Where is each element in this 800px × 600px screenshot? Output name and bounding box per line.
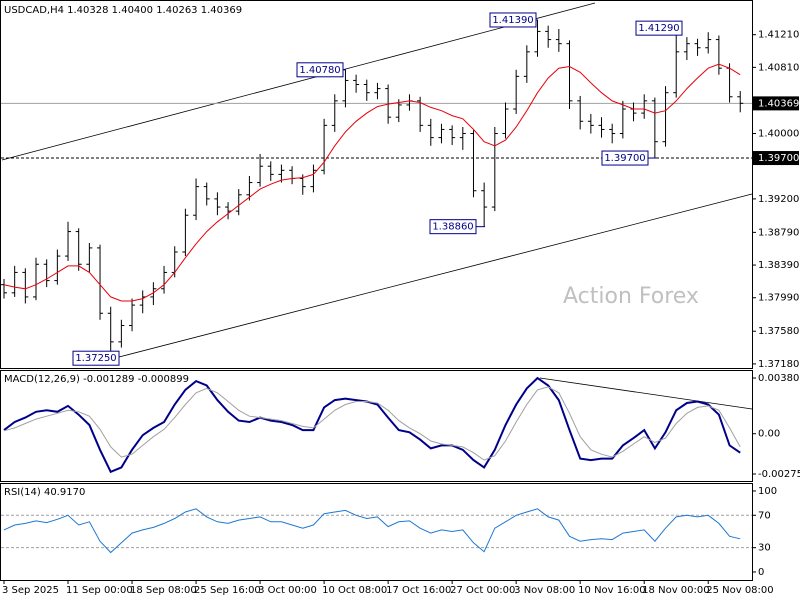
macd-trendline xyxy=(539,377,753,410)
y-tick-label: 0.003808 xyxy=(758,373,800,384)
annotation-label: 1.41390 xyxy=(492,15,533,26)
y-tick-label: 1.38390 xyxy=(758,260,799,271)
y-tick-label: 1.38790 xyxy=(758,227,799,238)
x-tick-label: 18 Sep 08:00 xyxy=(130,585,197,596)
x-tick-label: 18 Nov 00:00 xyxy=(642,585,709,596)
y-tick-label: 1.41210 xyxy=(758,30,799,41)
annotation-box xyxy=(489,12,537,28)
indicator-line xyxy=(3,376,741,474)
watermark: Action Forex xyxy=(563,284,699,309)
x-tick-label: 27 Oct 00:00 xyxy=(450,585,515,596)
annotation-label: 1.40780 xyxy=(299,65,340,76)
x-tick-label: 3 Oct 00:00 xyxy=(258,585,317,596)
y-tick-label: 70 xyxy=(758,510,771,521)
price-label-box xyxy=(753,151,799,166)
x-tick-label: 3 Sep 2025 xyxy=(2,585,59,596)
price-panel xyxy=(0,0,753,369)
price-label-box xyxy=(753,96,799,111)
y-tick-label: 0.00 xyxy=(758,429,780,440)
y-tick-label: 30 xyxy=(758,543,771,554)
y-tick-label: 0 xyxy=(758,567,764,578)
channel-lower xyxy=(114,193,753,359)
y-tick-label: -0.002754 xyxy=(758,469,800,480)
indicator-line xyxy=(3,386,741,461)
x-tick-label: 11 Sep 00:00 xyxy=(66,585,133,596)
y-tick-label: 1.37180 xyxy=(758,359,799,370)
annotation-box xyxy=(635,20,683,36)
x-tick-label: 10 Oct 08:00 xyxy=(322,585,387,596)
moving-average xyxy=(3,63,741,302)
y-tick-label: 1.37990 xyxy=(758,293,799,304)
price-title: USDCAD,H4 1.40328 1.40400 1.40263 1.4036… xyxy=(4,5,242,16)
x-tick-label: 17 Oct 16:00 xyxy=(386,585,451,596)
annotation-box xyxy=(601,150,649,166)
annotation-label: 1.39700 xyxy=(604,153,645,164)
x-tick-label: 10 Nov 16:00 xyxy=(578,585,645,596)
price-label: 1.39700 xyxy=(758,153,799,164)
x-tick-label: 25 Nov 08:00 xyxy=(706,585,773,596)
annotation-label: 1.38860 xyxy=(432,222,473,233)
rsi-title: RSI(14) 40.9170 xyxy=(4,487,85,498)
indicator-line xyxy=(3,508,741,554)
annotation-label: 1.41290 xyxy=(638,23,679,34)
annotation-box xyxy=(296,62,344,78)
macd-panel xyxy=(0,370,753,482)
price-label: 1.40369 xyxy=(758,98,799,109)
x-tick-label: 3 Nov 08:00 xyxy=(514,585,575,596)
annotation-label: 1.37250 xyxy=(75,353,116,364)
channel-upper xyxy=(1,2,596,161)
annotation-box xyxy=(72,350,120,366)
y-tick-label: 1.40810 xyxy=(758,62,799,73)
y-tick-label: 1.37580 xyxy=(758,326,799,337)
y-tick-label: 100 xyxy=(758,486,777,497)
annotation-box xyxy=(429,219,477,235)
y-tick-label: 1.39200 xyxy=(758,194,799,205)
x-tick-label: 25 Sep 16:00 xyxy=(194,585,261,596)
y-tick-label: 1.40000 xyxy=(758,129,799,140)
macd-title: MACD(12,26,9) -0.001289 -0.000899 xyxy=(4,374,189,385)
rsi-panel xyxy=(0,483,753,581)
